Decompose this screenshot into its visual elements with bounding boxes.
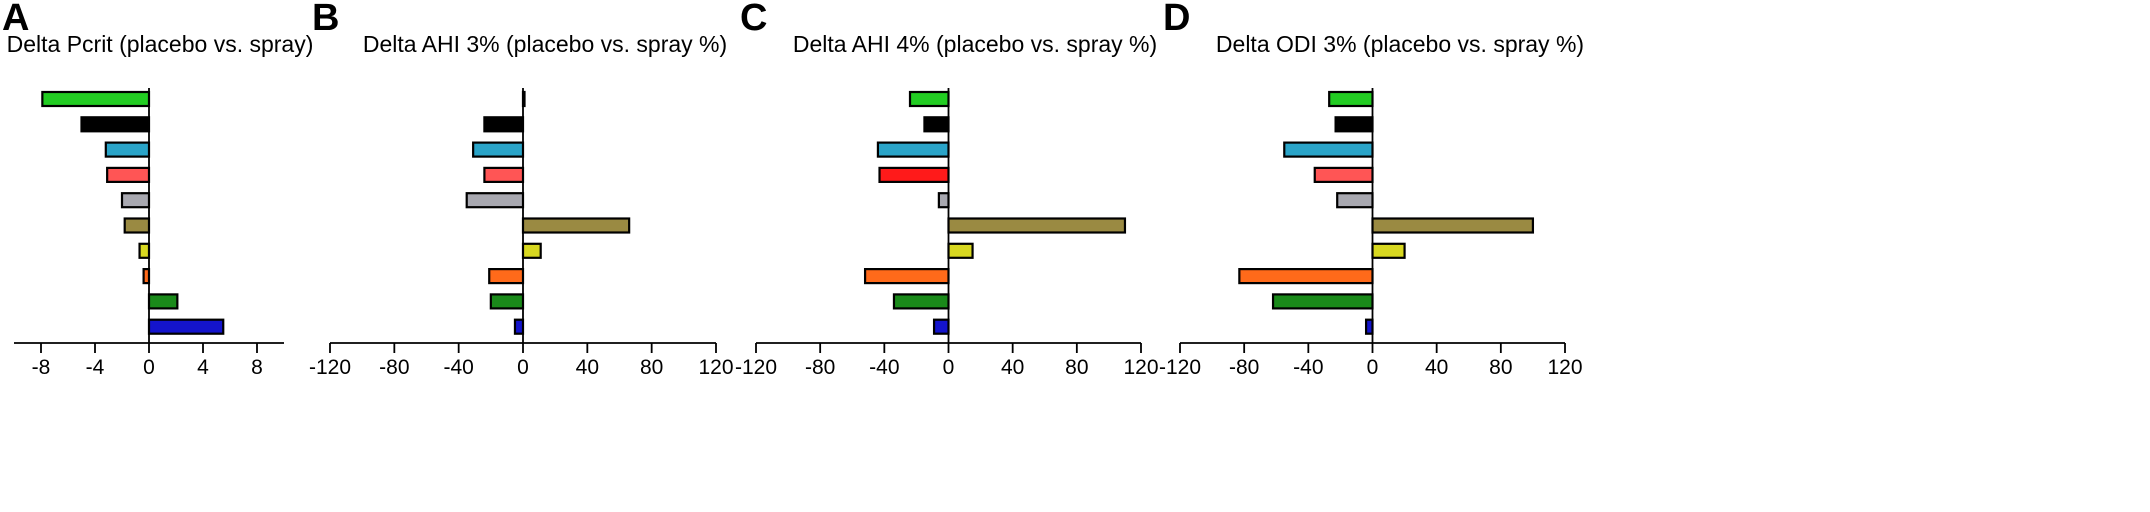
bar-6 [521,217,631,234]
x-tick-label: 4 [197,356,209,379]
bar-3 [876,141,950,158]
bar-3 [1283,141,1374,158]
x-tick-label: 0 [143,356,155,379]
panel-letter: B [312,0,339,39]
bar-5 [937,192,950,209]
panel-letter: C [740,0,767,39]
x-tick-label: 40 [1001,356,1024,379]
bar-8 [488,268,525,285]
bar-2 [1334,116,1374,133]
x-tick-label: 0 [943,356,955,379]
chart-title: Delta AHI 3% (placebo vs. spray %) [363,31,727,57]
panel-c: C Delta AHI 4% (placebo vs. spray %) -120 -… [735,0,1159,379]
bar-10 [513,318,525,335]
bar-5 [1336,192,1374,209]
bar-7 [138,242,151,259]
bar-7 [947,242,974,259]
x-tick-label: -80 [805,356,835,379]
panel-letter: D [1163,0,1190,39]
x-tick-label: 8 [251,356,263,379]
panel-letter: A [2,0,29,39]
bar-9 [1271,293,1374,310]
bar-4 [106,166,151,183]
chart-title: Delta Pcrit (placebo vs. spray) [7,31,314,57]
bar-2 [80,116,151,133]
x-tick-label: -120 [1159,356,1201,379]
x-tick-label: 120 [1123,356,1158,379]
bar-10 [932,318,950,335]
bar-5 [465,192,525,209]
bar-3 [472,141,525,158]
bar-4 [878,166,950,183]
bar-1 [41,90,151,108]
x-tick-label: 0 [1367,356,1379,379]
bar-4 [1313,166,1374,183]
bar-2 [923,116,950,133]
chart-title: Delta ODI 3% (placebo vs. spray %) [1216,31,1584,57]
chart-title: Delta AHI 4% (placebo vs. spray %) [793,31,1157,57]
x-tick-label: -40 [443,356,473,379]
bar-7 [1371,242,1406,259]
x-tick-label: -80 [1229,356,1259,379]
bar-9 [892,293,950,310]
x-tick-label: -40 [869,356,899,379]
x-tick-label: 40 [576,356,599,379]
x-tick-label: 120 [1547,356,1582,379]
bar-8 [1238,268,1374,285]
bar-2 [483,116,525,133]
bar-9 [147,293,179,310]
bar-8 [863,268,950,285]
x-tick-label: -8 [32,356,51,379]
x-tick-label: 80 [1065,356,1088,379]
bar-10 [1364,318,1374,335]
panel-d: D Delta ODI 3% (placebo vs. spray %) -120 -… [1159,0,1584,379]
x-tick-label: 80 [640,356,663,379]
x-tick-label: 80 [1489,356,1512,379]
x-tick-label: -4 [86,356,105,379]
bar-6 [123,217,151,234]
bar-1 [908,90,950,108]
bar-10 [147,318,225,335]
bar-5 [120,192,151,209]
x-tick-label: -120 [735,356,777,379]
bar-7 [521,242,542,259]
x-tick-label: 0 [517,356,529,379]
x-tick-label: -80 [379,356,409,379]
panel-b: B Delta AHI 3% (placebo vs. spray %) -120 -… [309,0,734,379]
x-tick-label: 120 [698,356,733,379]
bar-3 [104,141,151,158]
x-tick-label: 40 [1425,356,1448,379]
bar-9 [489,293,525,310]
bar-1 [1328,90,1374,108]
x-tick-label: -120 [309,356,351,379]
bar-6 [947,217,1127,234]
bar-6 [1371,217,1535,234]
bar-4 [483,166,525,183]
x-tick-label: -40 [1293,356,1323,379]
